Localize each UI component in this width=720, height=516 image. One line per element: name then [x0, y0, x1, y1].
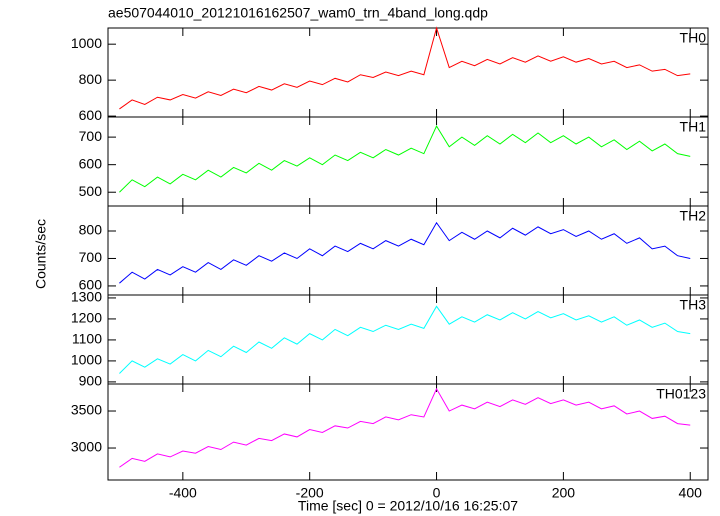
y-tick-label: 600 [79, 155, 103, 171]
y-axis-label: Counts/sec [33, 219, 49, 289]
y-tick-label: 800 [79, 71, 103, 87]
y-tick-label: 1000 [71, 352, 102, 368]
y-tick-label: 1200 [71, 310, 102, 326]
series-line [119, 221, 691, 284]
x-tick-label: 0 [433, 485, 441, 501]
series-line [119, 26, 691, 110]
y-tick-label: 700 [79, 128, 103, 144]
panel-label: TH0123 [656, 386, 706, 402]
y-tick-label: 3000 [71, 439, 102, 455]
y-tick-label: 1300 [71, 289, 102, 305]
panel-label: TH2 [680, 208, 707, 224]
series-line [119, 305, 691, 374]
y-tick-label: 3500 [71, 402, 102, 418]
y-tick-label: 1100 [72, 331, 102, 347]
y-tick-label: 800 [79, 222, 103, 238]
panel-frame [107, 205, 709, 296]
panel-frame [107, 383, 709, 481]
panel-label: TH3 [680, 297, 707, 313]
y-tick-label: 500 [79, 183, 103, 199]
x-tick-label: 400 [679, 485, 703, 501]
panel-frame [107, 294, 709, 385]
x-tick-label: 200 [552, 485, 576, 501]
y-tick-label: 900 [79, 373, 103, 389]
y-tick-label: 600 [79, 277, 103, 293]
panel-label: TH0 [680, 30, 707, 46]
y-tick-label: 600 [79, 107, 103, 123]
x-tick-label: -200 [296, 485, 324, 501]
x-tick-label: -400 [169, 485, 197, 501]
panel-label: TH1 [680, 119, 707, 135]
x-axis-label: Time [sec] 0 = 2012/10/16 16:25:07 [298, 498, 518, 514]
y-tick-label: 1000 [71, 35, 102, 51]
y-tick-label: 700 [79, 249, 103, 265]
series-line [119, 387, 691, 468]
chart-title: ae507044010_20121016162507_wam0_trn_4ban… [108, 5, 488, 21]
panel-frame [107, 116, 709, 207]
series-line [119, 125, 691, 193]
